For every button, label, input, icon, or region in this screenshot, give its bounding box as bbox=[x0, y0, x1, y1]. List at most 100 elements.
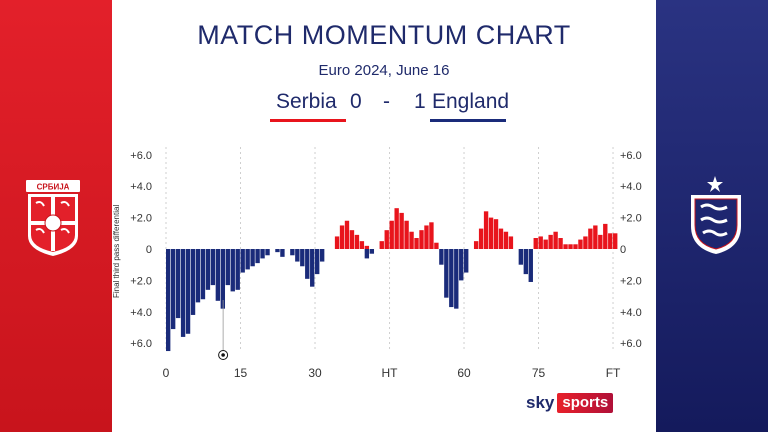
england-bar bbox=[305, 249, 310, 279]
england-bar bbox=[369, 249, 375, 254]
england-bar bbox=[215, 249, 221, 301]
football-icon-center bbox=[221, 353, 225, 357]
serbia-bar bbox=[334, 236, 340, 249]
serbia-bar bbox=[473, 241, 479, 249]
serbia-bar bbox=[553, 231, 558, 249]
serbia-bar bbox=[349, 230, 355, 249]
serbia-bar bbox=[414, 238, 419, 249]
england-bar bbox=[220, 249, 226, 309]
england-bar bbox=[190, 249, 196, 315]
x-tick-label: HT bbox=[382, 366, 399, 380]
sky-logo-text: sky bbox=[526, 393, 555, 412]
serbia-bar bbox=[488, 217, 494, 249]
england-bar bbox=[230, 249, 235, 292]
serbia-bar bbox=[498, 228, 504, 249]
england-bar bbox=[439, 249, 444, 265]
serbia-bar bbox=[379, 241, 384, 249]
serbia-bar bbox=[593, 225, 598, 249]
england-bar bbox=[195, 249, 201, 303]
serbia-bar bbox=[573, 244, 578, 249]
goal-marker bbox=[218, 300, 229, 360]
england-bar bbox=[180, 249, 186, 337]
england-bar bbox=[185, 249, 191, 334]
away-team-goals: 1 bbox=[414, 90, 426, 113]
y-tick-left: +6.0 bbox=[130, 338, 152, 350]
england-bar bbox=[275, 249, 280, 253]
england-bar bbox=[454, 249, 459, 309]
y-tick-right: +4.0 bbox=[620, 307, 642, 319]
serbia-bar bbox=[543, 239, 548, 249]
england-bar bbox=[295, 249, 300, 262]
england-bar bbox=[464, 249, 469, 273]
serbia-bar bbox=[538, 236, 543, 249]
serbia-bar bbox=[548, 234, 553, 249]
x-tick-label: FT bbox=[606, 366, 621, 380]
y-tick-left: +4.0 bbox=[130, 181, 152, 193]
serbia-bar bbox=[478, 228, 484, 249]
serbia-bar bbox=[429, 222, 434, 249]
x-tick-label: 75 bbox=[532, 366, 546, 380]
y-axis-label: Final third pass differential bbox=[112, 204, 121, 298]
away-team-name: England bbox=[432, 90, 510, 113]
chart-ticks: +6.0 +6.0 +4.0 +4.0 +2.0 +2.0 0 0 +2.0 +2.0 +4.0 +4… bbox=[130, 150, 641, 380]
x-tick-label: 60 bbox=[457, 366, 471, 380]
serbia-bar bbox=[419, 230, 424, 249]
momentum-chart: +6.0 +6.0 +4.0 +4.0 +2.0 +2.0 0 0 +2.0 +2.0 +4.0 +4… bbox=[130, 147, 642, 380]
england-bar bbox=[523, 249, 528, 275]
serbia-bar bbox=[384, 230, 389, 249]
y-tick-left: 0 bbox=[146, 244, 152, 256]
england-bar bbox=[175, 249, 181, 319]
england-bar bbox=[205, 249, 211, 290]
england-bar bbox=[166, 249, 171, 352]
england-bar bbox=[315, 249, 320, 275]
y-tick-left: +2.0 bbox=[130, 275, 152, 287]
y-tick-right: +6.0 bbox=[620, 150, 642, 162]
y-tick-left: +6.0 bbox=[130, 150, 152, 162]
england-bar bbox=[310, 249, 315, 287]
y-tick-left: +2.0 bbox=[130, 213, 152, 225]
england-bar bbox=[260, 249, 265, 259]
x-tick-label: 0 bbox=[163, 366, 170, 380]
england-bar bbox=[200, 249, 206, 300]
serbia-bar bbox=[558, 238, 563, 249]
chart-bars bbox=[166, 208, 618, 352]
serbia-crest-label: СРБИЈА bbox=[37, 183, 70, 192]
serbia-bar bbox=[588, 228, 593, 249]
serbia-side-panel: СРБИЈА bbox=[0, 0, 112, 432]
y-tick-right: +2.0 bbox=[620, 275, 642, 287]
serbia-bar bbox=[608, 233, 613, 249]
england-bar bbox=[210, 249, 216, 286]
serbia-bar bbox=[354, 234, 360, 249]
sky-sports-logo: sky sports bbox=[526, 392, 614, 414]
serbia-bar bbox=[434, 242, 439, 249]
chart-subtitle: Euro 2024, June 16 bbox=[318, 62, 450, 79]
serbia-crest-icon: СРБИЈА bbox=[26, 180, 80, 256]
home-team-name: Serbia bbox=[276, 90, 337, 113]
serbia-bar bbox=[568, 244, 573, 249]
england-bar bbox=[225, 249, 230, 286]
serbia-bar bbox=[389, 220, 394, 249]
serbia-bar bbox=[563, 244, 568, 249]
serbia-bar bbox=[613, 233, 618, 249]
serbia-bar bbox=[394, 208, 399, 249]
serbia-bar bbox=[424, 225, 429, 249]
england-bar bbox=[240, 249, 245, 273]
england-bar bbox=[319, 249, 325, 262]
serbia-bar bbox=[359, 241, 365, 249]
england-bar bbox=[170, 249, 176, 330]
england-bar bbox=[528, 249, 533, 282]
serbia-bar bbox=[399, 212, 404, 249]
chart-title: MATCH MOMENTUM CHART bbox=[197, 20, 571, 50]
y-tick-left: +4.0 bbox=[130, 307, 152, 319]
y-tick-right: +6.0 bbox=[620, 338, 642, 350]
serbia-bar bbox=[364, 245, 370, 249]
y-tick-right: 0 bbox=[620, 244, 626, 256]
serbia-bar bbox=[598, 234, 603, 249]
england-bar bbox=[518, 249, 524, 265]
england-crest-icon bbox=[691, 176, 741, 254]
serbia-bar bbox=[493, 219, 499, 249]
england-bar bbox=[280, 249, 285, 257]
england-bar bbox=[235, 249, 240, 290]
serbia-bar bbox=[339, 225, 345, 249]
england-bar bbox=[300, 249, 305, 267]
